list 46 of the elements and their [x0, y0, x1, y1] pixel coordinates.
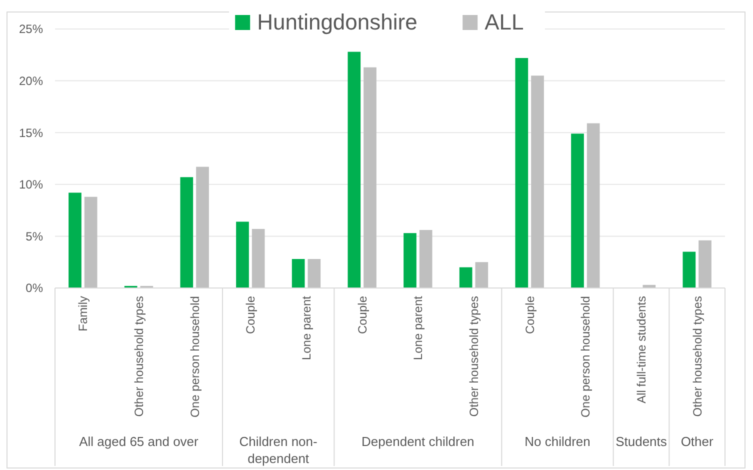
- bar: [364, 67, 376, 288]
- text: All aged 65 and over: [79, 434, 200, 449]
- bar: [196, 166, 209, 288]
- y-tick-label: 15%: [18, 126, 44, 140]
- bar: [236, 222, 249, 288]
- bar: [571, 134, 584, 288]
- text: No children: [524, 434, 590, 449]
- x-tick-label: Couple: [244, 296, 258, 334]
- legend-label: Huntingdonshire: [257, 10, 418, 35]
- x-tick-label: One person household: [188, 296, 202, 418]
- bar: [586, 123, 600, 288]
- legend-label: ALL: [484, 10, 524, 35]
- y-tick-label: 20%: [18, 74, 44, 88]
- text: Children non-dependent: [239, 434, 318, 466]
- y-tick-label: 0%: [26, 281, 44, 296]
- text: Other: [680, 434, 714, 449]
- x-tick-label: Other household types: [132, 296, 146, 417]
- x-tick-label: All full-time students: [634, 296, 648, 404]
- x-tick-label: Other household types: [466, 296, 481, 417]
- bar: [252, 228, 265, 288]
- bar: [515, 58, 528, 288]
- bar: [419, 230, 432, 288]
- bar: [698, 240, 712, 288]
- bar: [180, 177, 194, 288]
- x-tick-label: Other household types: [690, 296, 704, 417]
- bar: [682, 252, 696, 288]
- y-tick-label: 25%: [18, 22, 44, 36]
- x-tick-label: Family: [76, 296, 90, 332]
- bar: [531, 76, 544, 288]
- text: Students: [616, 434, 668, 449]
- bar: [292, 258, 305, 288]
- x-tick-label: Couple: [355, 296, 370, 334]
- y-tick-label: 5%: [26, 229, 44, 244]
- bar: [475, 262, 488, 288]
- y-tick-label: 10%: [18, 178, 44, 192]
- bar: [348, 52, 361, 288]
- bar: [459, 267, 472, 288]
- x-tick-label: Lone parent: [299, 295, 314, 360]
- bar: [84, 196, 98, 288]
- bar: [308, 258, 321, 288]
- x-tick-label: Lone parent: [411, 295, 426, 360]
- text: Dependent children: [362, 434, 474, 449]
- x-tick-label: One person household: [578, 296, 593, 418]
- bar: [404, 233, 416, 288]
- bar: [68, 192, 82, 288]
- x-tick-label: Couple: [522, 296, 537, 334]
